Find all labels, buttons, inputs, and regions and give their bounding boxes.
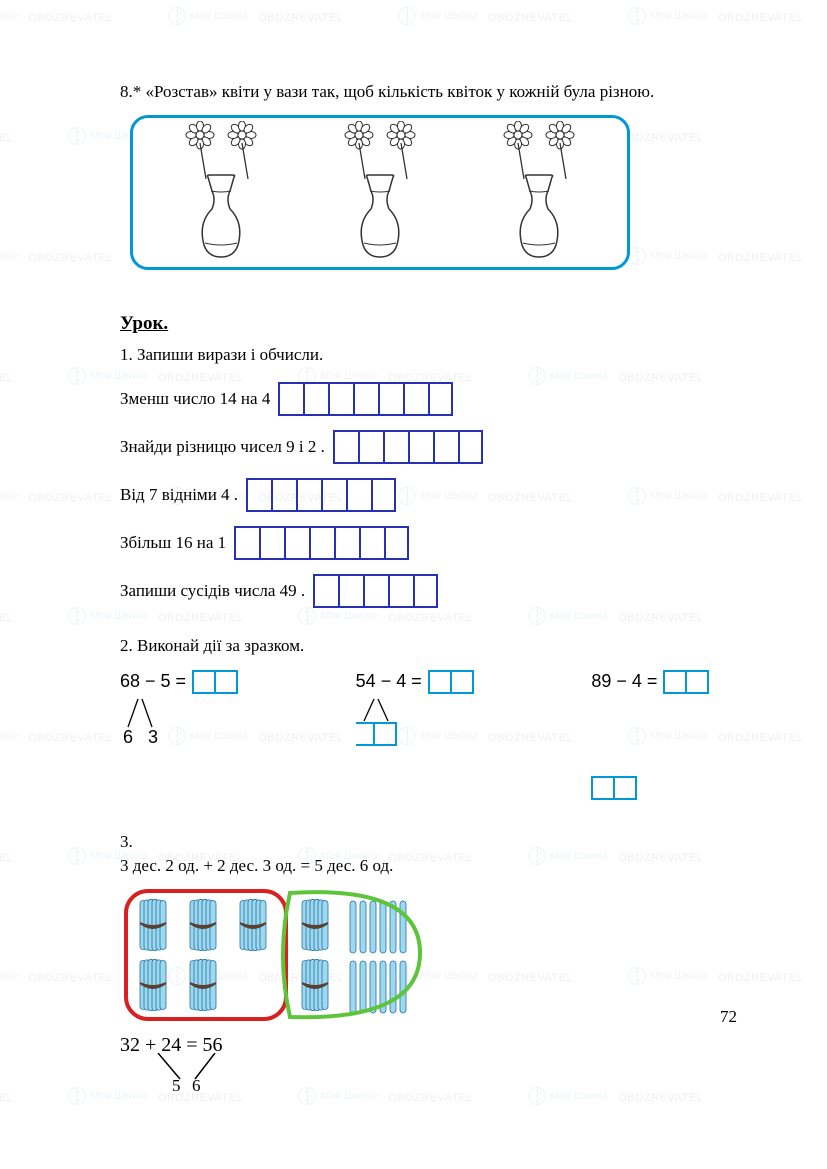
task8-text: 8.* «Розстав» квіти у вази так, щоб кіль… [150,80,767,105]
hand-split-1: 6 [192,1076,201,1093]
answer-grid[interactable] [278,382,453,416]
handwritten-equation: 32 + 24 = 56 5 6 [120,1031,767,1060]
split-diagram [591,697,671,747]
expression-line: Від 7 відніми 4 . [120,478,767,512]
svg-text:3: 3 [148,727,158,747]
ex3-heading: 3. [120,830,767,855]
example-column: 68 − 5 = 63 [120,668,296,799]
answer-grid[interactable] [246,478,396,512]
split-boxes[interactable] [591,776,767,800]
answer-grid[interactable] [313,574,438,608]
expression-text: Знайди різницю чисел 9 і 2 . [120,435,325,460]
vase-unit [182,121,260,261]
page-number: 72 [720,1005,737,1030]
expression-line: Знайди різницю чисел 9 і 2 . [120,430,767,464]
hand-split-0: 5 [172,1076,181,1093]
answer-grid[interactable] [234,526,409,560]
flower-icon [182,121,218,179]
ex1-heading: 1. Запиши вирази і обчисли. [120,343,767,368]
ex2-heading: 2. Виконай дії за зразком. [120,634,767,659]
expression-line: Збільш 16 на 1 [120,526,767,560]
answer-boxes[interactable] [192,670,238,694]
example-column: 54 − 4 = [356,668,532,799]
vase-figure [130,115,630,270]
answer-boxes[interactable] [428,670,474,694]
lesson-title: Урок. [120,310,767,338]
split-diagram [356,697,436,747]
split-diagram: 63 [120,697,200,747]
vase-icon [504,173,574,261]
example-column: 89 − 4 = [591,668,767,799]
ex3-text: 3 дес. 2 од. + 2 дес. 3 од. = 5 дес. 6 о… [120,854,767,879]
answer-grid[interactable] [333,430,483,464]
vase-unit [500,121,578,261]
flower-icon [224,121,260,179]
equation-text: 68 − 5 = [120,668,186,694]
expression-line: Запиши сусідів числа 49 . [120,574,767,608]
flower-icon [542,121,578,179]
vase-icon [186,173,256,261]
flower-icon [500,121,536,179]
vase-unit [341,121,419,261]
answer-boxes[interactable] [663,670,709,694]
sticks-figure [120,885,480,1025]
flower-icon [383,121,419,179]
expression-text: Зменш число 14 на 4 [120,387,270,412]
flower-icon [341,121,377,179]
expression-text: Запиши сусідів числа 49 . [120,579,305,604]
equation-text: 89 − 4 = [591,668,657,694]
vase-icon [345,173,415,261]
equation-text: 54 − 4 = [356,668,422,694]
expression-line: Зменш число 14 на 4 [120,382,767,416]
expression-text: Збільш 16 на 1 [120,531,226,556]
expression-text: Від 7 відніми 4 . [120,483,238,508]
svg-text:6: 6 [123,727,133,747]
